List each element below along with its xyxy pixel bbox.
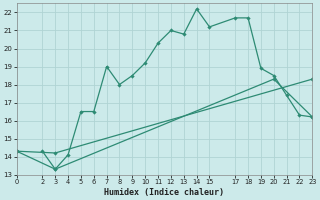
X-axis label: Humidex (Indice chaleur): Humidex (Indice chaleur) — [105, 188, 225, 197]
